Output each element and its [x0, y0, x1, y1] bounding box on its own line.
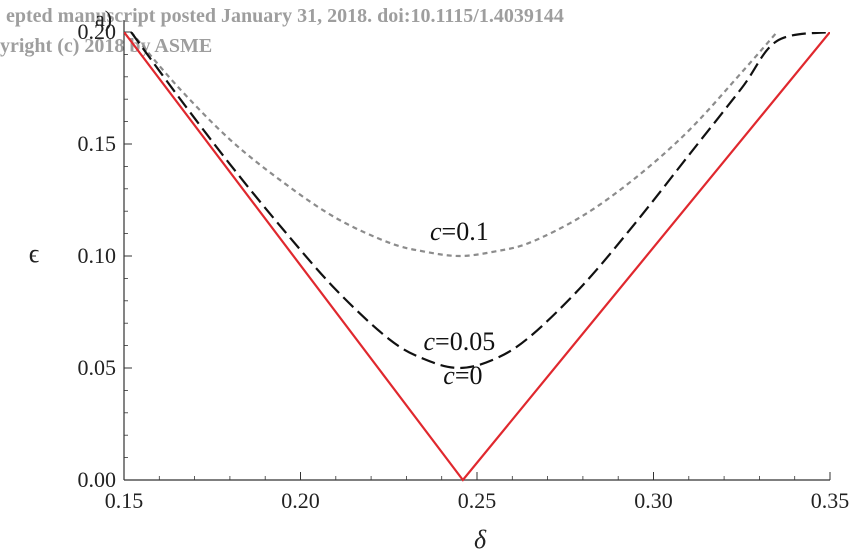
series-label: c=0.1 [430, 217, 489, 246]
y-tick-label: 0.05 [78, 355, 117, 380]
watermark-line-2: yright (c) 2018 by ASME [0, 35, 212, 57]
panel-label: a) [95, 6, 112, 31]
x-tick-label: 0.15 [105, 488, 144, 513]
y-tick-label: 0.15 [78, 131, 117, 156]
series-label: c=0.05 [423, 327, 495, 356]
y-tick-label: 0.10 [78, 243, 117, 268]
watermark-line-1: epted manuscript posted January 31, 2018… [6, 5, 564, 27]
series-label: c=0 [443, 361, 482, 390]
x-tick-label: 0.35 [811, 488, 850, 513]
series-line-c-0_1 [130, 32, 778, 258]
x-tick-label: 0.30 [634, 488, 673, 513]
y-tick-label: 0.00 [78, 467, 117, 492]
series-line-c-0_05 [130, 32, 830, 370]
y-axis-label: ϵ [29, 239, 40, 268]
y-tick-label: 0.20 [78, 19, 117, 44]
x-axis-label: δ [474, 525, 487, 554]
x-tick-label: 0.25 [458, 488, 497, 513]
series-line-c-0 [124, 32, 830, 482]
x-tick-label: 0.20 [281, 488, 320, 513]
plot-area: 0.15 0.20 0.25 0.30 0.35 0.00 0.05 0.10 0.15 0.20… [78, 19, 850, 513]
